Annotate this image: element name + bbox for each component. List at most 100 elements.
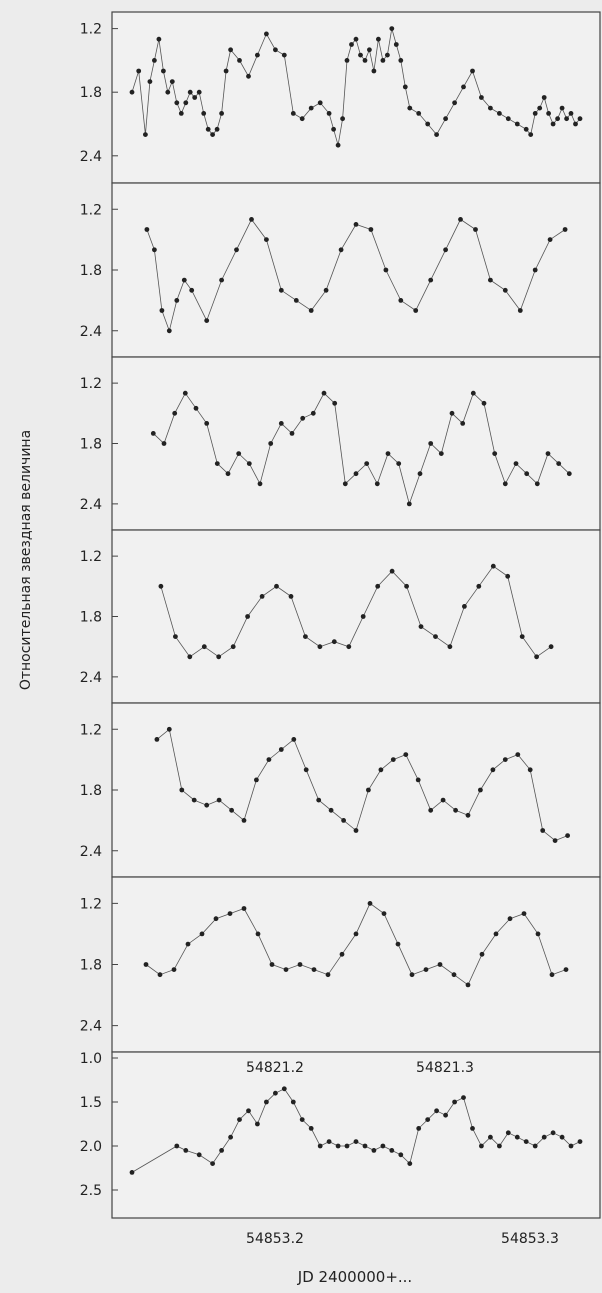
- data-point: [311, 967, 317, 972]
- data-point: [158, 583, 164, 589]
- data-point: [409, 972, 415, 978]
- data-point: [443, 1112, 448, 1118]
- y-tick-label: 2.4: [80, 844, 102, 860]
- panel-7: 1.0 1.5 2.0 2.5 54821.2 54821.3 54853.2 54853.3: [80, 1051, 601, 1247]
- data-point: [156, 36, 162, 42]
- data-point: [246, 461, 252, 466]
- data-point: [129, 1170, 135, 1175]
- data-point: [323, 287, 329, 293]
- data-point: [157, 972, 163, 978]
- data-point: [290, 111, 296, 116]
- data-point: [374, 481, 380, 487]
- data-point: [413, 308, 419, 313]
- data-point: [568, 111, 574, 116]
- data-point: [423, 967, 429, 972]
- data-point: [488, 1134, 493, 1140]
- data-point: [465, 812, 471, 818]
- data-point: [559, 1134, 565, 1140]
- panel-frame: [111, 1051, 601, 1219]
- data-point: [230, 644, 236, 650]
- data-point: [537, 105, 543, 111]
- data-point: [438, 451, 444, 456]
- data-point: [453, 807, 458, 813]
- data-point: [564, 116, 569, 122]
- data-point: [452, 100, 457, 106]
- data-point: [479, 1143, 484, 1149]
- data-point: [210, 1161, 216, 1166]
- data-point: [577, 116, 583, 122]
- data-point: [532, 267, 538, 273]
- data-point: [264, 31, 269, 37]
- data-point: [541, 95, 547, 100]
- data-point: [371, 68, 377, 74]
- data-point: [308, 308, 314, 313]
- data-point: [299, 1117, 305, 1122]
- data-point: [297, 962, 303, 967]
- data-point: [440, 797, 446, 803]
- data-point: [204, 318, 210, 323]
- data-point: [548, 644, 554, 650]
- data-point: [269, 962, 275, 967]
- data-point: [172, 410, 178, 416]
- data-point: [562, 227, 568, 232]
- data-point: [332, 400, 338, 406]
- data-point: [228, 47, 234, 53]
- data-point: [383, 267, 389, 273]
- data-point: [335, 1143, 341, 1149]
- data-point: [540, 828, 546, 833]
- x-tick-label: 54853.3: [501, 1231, 559, 1247]
- data-point: [326, 111, 332, 116]
- data-point: [563, 967, 569, 972]
- data-point: [191, 797, 197, 803]
- data-point: [437, 962, 443, 967]
- data-point: [425, 121, 431, 127]
- data-point: [449, 410, 455, 416]
- data-point: [289, 431, 295, 436]
- data-point: [549, 972, 555, 978]
- data-point: [534, 481, 540, 487]
- data-point: [278, 421, 284, 426]
- data-point: [353, 828, 359, 833]
- data-point: [470, 68, 475, 74]
- panel-frame: [111, 182, 601, 358]
- data-point: [528, 132, 534, 138]
- data-point: [339, 951, 345, 957]
- y-tick-label: 1.8: [80, 783, 102, 799]
- data-point: [328, 807, 334, 813]
- data-point: [237, 1117, 242, 1122]
- y-tick-label: 2.4: [80, 324, 102, 340]
- series-line: [131, 28, 581, 146]
- data-point: [171, 967, 177, 972]
- data-point: [183, 1148, 189, 1153]
- data-point: [159, 308, 165, 313]
- data-point: [331, 126, 336, 132]
- data-point: [241, 906, 247, 911]
- data-point: [517, 308, 523, 313]
- data-point: [460, 421, 466, 426]
- data-point: [349, 42, 354, 47]
- data-point: [205, 126, 211, 132]
- data-point: [166, 726, 172, 732]
- data-point: [523, 126, 529, 132]
- data-point: [451, 972, 457, 978]
- data-point: [228, 1134, 234, 1140]
- data-point: [213, 916, 219, 922]
- data-point: [344, 1143, 350, 1149]
- data-point: [192, 95, 198, 100]
- data-point: [341, 818, 346, 823]
- series-line: [156, 728, 568, 842]
- data-point: [473, 227, 478, 232]
- data-point: [452, 1099, 457, 1105]
- data-point: [246, 1108, 251, 1114]
- data-point: [173, 634, 178, 639]
- y-tick-label: 2.4: [80, 670, 102, 686]
- data-point: [362, 58, 368, 63]
- y-tick-label: 1.2: [80, 202, 102, 218]
- data-point: [404, 583, 409, 589]
- data-point: [264, 237, 269, 243]
- data-point: [353, 471, 359, 477]
- data-point: [462, 604, 467, 609]
- data-point: [144, 227, 150, 232]
- panel-2: 1.21.82.454807.354807.454807.5: [80, 182, 601, 380]
- data-point: [566, 471, 572, 477]
